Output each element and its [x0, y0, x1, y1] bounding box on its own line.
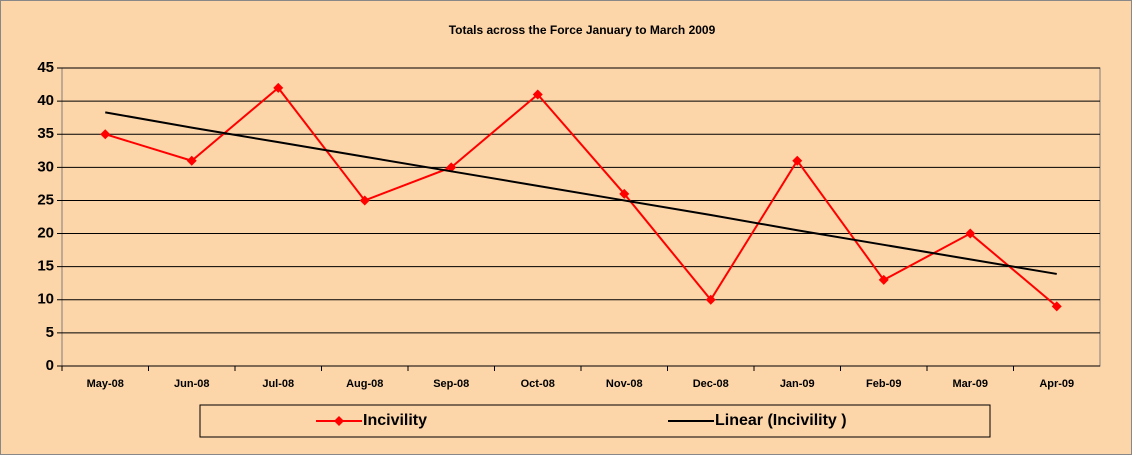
data-point [186, 155, 197, 166]
x-tick-label: Apr-09 [1039, 378, 1074, 390]
x-tick-label: May-08 [87, 378, 124, 390]
y-tick-label: 20 [37, 225, 54, 242]
x-tick-label: Nov-08 [606, 378, 643, 390]
data-point [532, 89, 543, 100]
data-point [705, 294, 716, 305]
x-tick-label: Dec-08 [693, 378, 729, 390]
data-point [878, 274, 889, 285]
x-tick-label: Mar-09 [953, 378, 988, 390]
legend-marker [334, 416, 344, 426]
legend-label: Linear (Incivility ) [715, 412, 847, 429]
y-tick-label: 35 [37, 125, 54, 142]
x-tick-label: Aug-08 [346, 378, 383, 390]
x-tick-label: Feb-09 [866, 378, 901, 390]
x-tick-label: Jun-08 [174, 378, 209, 390]
x-tick-label: Jul-08 [262, 378, 294, 390]
y-tick-label: 15 [37, 258, 54, 275]
y-tick-label: 5 [46, 324, 54, 341]
y-tick-label: 10 [37, 291, 54, 308]
data-point [619, 188, 630, 199]
y-tick-label: 40 [37, 92, 54, 109]
y-tick-label: 45 [37, 59, 54, 76]
x-tick-label: Sep-08 [433, 378, 469, 390]
data-point [965, 228, 976, 239]
data-point [1051, 301, 1062, 312]
y-tick-label: 25 [37, 191, 54, 208]
series-line [104, 86, 1058, 308]
x-tick-label: Oct-08 [521, 378, 555, 390]
data-point [273, 82, 284, 93]
data-point [100, 129, 111, 140]
data-point [446, 162, 457, 173]
x-tick-label: Jan-09 [780, 378, 815, 390]
y-tick-label: 30 [37, 158, 54, 175]
chart-title: Totals across the Force January to March… [449, 23, 716, 37]
legend-label: Incivility [363, 412, 427, 429]
y-tick-label: 0 [46, 357, 54, 374]
legend-box [199, 404, 991, 438]
data-point [792, 155, 803, 166]
data-point [359, 195, 370, 206]
series-line [105, 111, 1057, 275]
